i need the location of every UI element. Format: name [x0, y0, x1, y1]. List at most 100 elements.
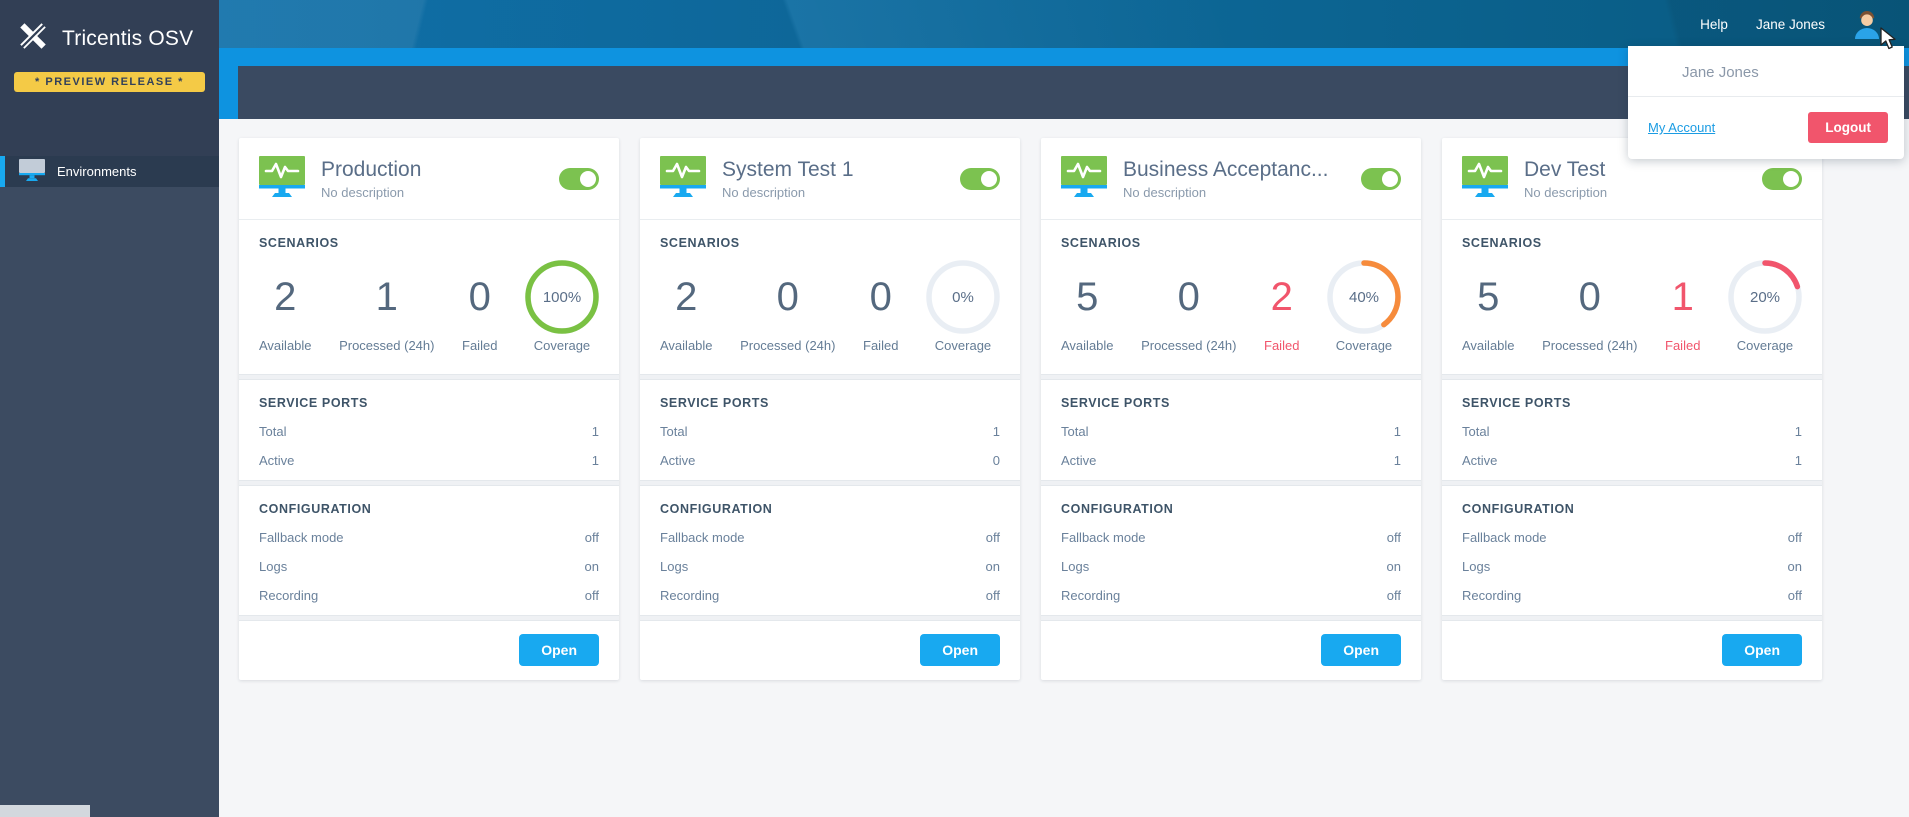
environment-enabled-toggle[interactable]	[960, 167, 1000, 190]
environment-monitor-icon	[1462, 155, 1508, 202]
open-environment-button[interactable]: Open	[519, 634, 599, 666]
environment-description: No description	[321, 184, 405, 200]
divider	[1442, 219, 1822, 220]
available-label: Available	[1462, 338, 1515, 353]
stat-available: 5 Available	[1462, 260, 1515, 356]
recording-value: off	[584, 588, 599, 603]
logs-value: on	[584, 559, 599, 574]
service-ports-title: SERVICE PORTS	[660, 396, 769, 410]
scenarios-section: SCENARIOS 2 Available 0 Processed (24h) …	[640, 220, 1020, 374]
section-separator	[239, 374, 619, 380]
configuration-section: CONFIGURATION Fallback mode off Logs on …	[239, 486, 619, 615]
processed-value: 0	[1578, 275, 1601, 319]
stat-processed: 0 Processed (24h)	[1141, 260, 1236, 356]
card-footer: Open	[239, 621, 619, 680]
stat-coverage: 0% Coverage	[926, 260, 1000, 356]
open-environment-button[interactable]: Open	[1722, 634, 1802, 666]
open-environment-button[interactable]: Open	[1321, 634, 1401, 666]
dropdown-user-name: Jane Jones	[1682, 64, 1759, 81]
recording-value: off	[1386, 588, 1401, 603]
logs-value: on	[1787, 559, 1802, 574]
ports-active-row: Active 1	[1061, 453, 1401, 468]
ports-total-label: Total	[1462, 424, 1490, 439]
coverage-ring-fill	[1327, 260, 1401, 334]
environment-enabled-toggle[interactable]	[1762, 167, 1802, 190]
open-environment-button[interactable]: Open	[920, 634, 1000, 666]
failed-label: Failed	[1665, 338, 1701, 353]
recording-row: Recording off	[660, 588, 1000, 603]
sidebar-item-environments[interactable]: Environments	[0, 156, 219, 187]
help-link[interactable]: Help	[1700, 16, 1728, 32]
ports-active-value: 1	[1794, 453, 1802, 468]
scenario-stats: 2 Available 0 Processed (24h) 0 Failed 0…	[660, 260, 1000, 362]
logs-value: on	[985, 559, 1000, 574]
environment-enabled-toggle[interactable]	[559, 167, 599, 190]
configuration-title: CONFIGURATION	[1061, 502, 1174, 516]
stat-failed: 1 Failed	[1665, 260, 1700, 356]
ports-active-label: Active	[1061, 453, 1097, 468]
recording-row: Recording off	[1061, 588, 1401, 603]
environment-description: No description	[1123, 184, 1207, 200]
coverage-percent: 0%	[952, 289, 974, 306]
section-separator	[1041, 374, 1421, 380]
environment-title: System Test 1	[722, 157, 854, 181]
failed-value: 0	[468, 275, 491, 319]
card-header: Dev Test No description	[1442, 138, 1822, 219]
available-value: 2	[274, 275, 297, 319]
fallback-mode-row: Fallback mode off	[1061, 530, 1401, 545]
card-header: Production No description	[239, 138, 619, 219]
preview-release-badge: * PREVIEW RELEASE *	[14, 72, 205, 92]
divider	[1628, 96, 1904, 97]
processed-label: Processed (24h)	[339, 338, 435, 353]
user-name-link[interactable]: Jane Jones	[1755, 16, 1825, 32]
fallback-mode-row: Fallback mode off	[259, 530, 599, 545]
section-separator	[640, 480, 1020, 486]
card-header-text: Dev Test No description	[1524, 158, 1746, 200]
environment-description: No description	[1524, 184, 1608, 200]
toggle-knob	[1783, 170, 1799, 187]
environment-title: Production	[321, 157, 422, 181]
configuration-section: CONFIGURATION Fallback mode off Logs on …	[1442, 486, 1822, 615]
scenarios-section-title: SCENARIOS	[1462, 236, 1542, 250]
section-separator	[1442, 615, 1822, 621]
user-avatar-icon[interactable]	[1853, 9, 1881, 39]
logout-button[interactable]: Logout	[1808, 112, 1888, 143]
configuration-title: CONFIGURATION	[259, 502, 372, 516]
logs-label: Logs	[1462, 559, 1491, 574]
ports-active-value: 1	[1393, 453, 1401, 468]
stat-processed: 0 Processed (24h)	[1542, 260, 1637, 356]
stat-failed: 0 Failed	[863, 260, 898, 356]
coverage-ring-fill	[1728, 260, 1802, 334]
processed-value: 1	[375, 275, 398, 319]
toggle-knob	[580, 170, 596, 187]
environment-enabled-toggle[interactable]	[1361, 167, 1401, 190]
scenario-stats: 2 Available 1 Processed (24h) 0 Failed 1…	[259, 260, 599, 362]
recording-row: Recording off	[1462, 588, 1802, 603]
configuration-title: CONFIGURATION	[1462, 502, 1575, 516]
fallback-mode-label: Fallback mode	[259, 530, 344, 545]
environment-monitor-icon	[660, 155, 706, 202]
ports-total-row: Total 1	[259, 424, 599, 439]
section-separator	[640, 374, 1020, 380]
failed-label: Failed	[863, 338, 899, 353]
ports-total-label: Total	[660, 424, 688, 439]
fallback-mode-value: off	[1787, 530, 1802, 545]
cards-grid: Production No description SCENARIOS 2 Av…	[219, 119, 1909, 680]
available-label: Available	[1061, 338, 1114, 353]
ports-active-label: Active	[1462, 453, 1498, 468]
card-footer: Open	[1442, 621, 1822, 680]
logs-row: Logs on	[1462, 559, 1802, 574]
environment-monitor-icon	[259, 155, 305, 202]
available-label: Available	[660, 338, 713, 353]
my-account-link[interactable]: My Account	[1648, 120, 1716, 135]
environment-card: System Test 1 No description SCENARIOS 2…	[640, 138, 1020, 680]
ports-total-label: Total	[259, 424, 287, 439]
ports-active-label: Active	[660, 453, 696, 468]
stat-coverage: 20% Coverage	[1728, 260, 1802, 356]
card-header: Business Acceptanc... No description	[1041, 138, 1421, 219]
environment-description: No description	[722, 184, 806, 200]
coverage-label: Coverage	[1736, 338, 1794, 353]
failed-value: 0	[869, 275, 892, 319]
coverage-label: Coverage	[934, 338, 992, 353]
environment-card: Business Acceptanc... No description SCE…	[1041, 138, 1421, 680]
